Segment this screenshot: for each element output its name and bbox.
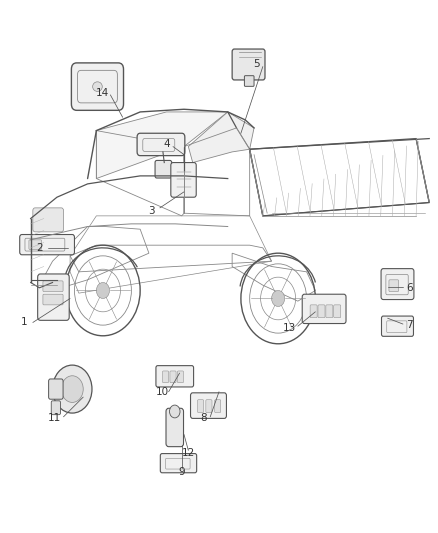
FancyBboxPatch shape (71, 63, 124, 110)
Text: 8: 8 (200, 414, 207, 423)
FancyBboxPatch shape (43, 294, 63, 305)
Text: 14: 14 (96, 88, 110, 98)
Text: 2: 2 (36, 243, 43, 253)
FancyBboxPatch shape (334, 305, 341, 318)
FancyBboxPatch shape (155, 160, 172, 178)
Text: 1: 1 (21, 318, 28, 327)
FancyBboxPatch shape (51, 401, 60, 415)
FancyBboxPatch shape (215, 400, 221, 413)
FancyBboxPatch shape (43, 281, 63, 292)
FancyBboxPatch shape (326, 305, 333, 318)
FancyBboxPatch shape (310, 305, 317, 318)
FancyBboxPatch shape (381, 316, 413, 336)
FancyBboxPatch shape (156, 366, 194, 387)
Polygon shape (96, 112, 228, 179)
FancyBboxPatch shape (137, 133, 185, 156)
FancyBboxPatch shape (206, 400, 212, 413)
FancyBboxPatch shape (170, 371, 176, 383)
FancyBboxPatch shape (160, 454, 197, 473)
Text: 12: 12 (182, 448, 195, 458)
Text: 13: 13 (283, 323, 296, 333)
FancyBboxPatch shape (232, 49, 265, 80)
Text: 7: 7 (406, 320, 413, 330)
FancyBboxPatch shape (166, 408, 184, 447)
Text: 6: 6 (406, 283, 413, 293)
Circle shape (170, 405, 180, 418)
FancyBboxPatch shape (191, 393, 226, 418)
Text: 5: 5 (253, 59, 260, 69)
FancyBboxPatch shape (318, 305, 325, 318)
FancyBboxPatch shape (381, 269, 414, 300)
FancyBboxPatch shape (20, 235, 74, 255)
FancyBboxPatch shape (162, 371, 169, 383)
FancyBboxPatch shape (38, 274, 69, 320)
FancyBboxPatch shape (177, 371, 184, 383)
FancyBboxPatch shape (389, 280, 399, 292)
Text: 3: 3 (148, 206, 155, 215)
Circle shape (272, 290, 285, 306)
Text: 11: 11 (48, 414, 61, 423)
FancyBboxPatch shape (171, 163, 196, 197)
Text: 4: 4 (163, 139, 170, 149)
FancyBboxPatch shape (302, 294, 346, 324)
Circle shape (53, 365, 92, 413)
Polygon shape (188, 112, 254, 163)
Text: 9: 9 (178, 467, 185, 477)
FancyBboxPatch shape (49, 379, 63, 399)
Ellipse shape (93, 82, 102, 92)
FancyBboxPatch shape (33, 208, 64, 232)
FancyBboxPatch shape (244, 76, 254, 86)
Circle shape (61, 376, 83, 402)
FancyBboxPatch shape (198, 400, 204, 413)
FancyBboxPatch shape (29, 240, 42, 249)
Circle shape (96, 282, 110, 298)
Text: 10: 10 (155, 387, 169, 397)
